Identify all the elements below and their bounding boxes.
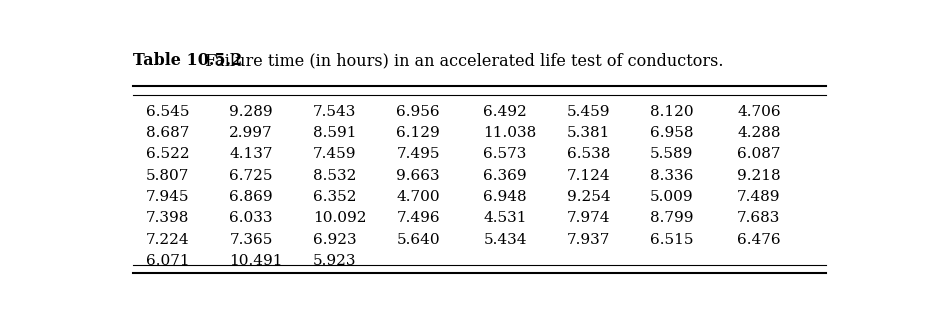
Text: 6.948: 6.948 (483, 190, 527, 204)
Text: 5.589: 5.589 (651, 147, 694, 161)
Text: 11.038: 11.038 (483, 126, 536, 140)
Text: 2.997: 2.997 (229, 126, 273, 140)
Text: 5.009: 5.009 (651, 190, 694, 204)
Text: 8.336: 8.336 (651, 169, 694, 182)
Text: 5.381: 5.381 (567, 126, 610, 140)
Text: 6.956: 6.956 (396, 105, 440, 118)
Text: 7.937: 7.937 (567, 232, 610, 247)
Text: 7.945: 7.945 (146, 190, 189, 204)
Text: 7.974: 7.974 (567, 211, 610, 225)
Text: Failure time (in hours) in an accelerated life test of conductors.: Failure time (in hours) in an accelerate… (196, 52, 724, 69)
Text: 6.573: 6.573 (483, 147, 527, 161)
Text: 8.120: 8.120 (651, 105, 694, 118)
Text: 5.640: 5.640 (396, 232, 440, 247)
Text: 4.700: 4.700 (396, 190, 440, 204)
Text: 9.663: 9.663 (396, 169, 440, 182)
Text: 5.434: 5.434 (483, 232, 527, 247)
Text: 7.398: 7.398 (146, 211, 189, 225)
Text: 7.543: 7.543 (313, 105, 357, 118)
Text: Table 10.5.2: Table 10.5.2 (133, 52, 242, 69)
Text: 7.683: 7.683 (738, 211, 781, 225)
Text: 6.522: 6.522 (146, 147, 190, 161)
Text: 8.591: 8.591 (313, 126, 357, 140)
Text: 6.725: 6.725 (229, 169, 273, 182)
Text: 4.531: 4.531 (483, 211, 527, 225)
Text: 6.869: 6.869 (229, 190, 273, 204)
Text: 9.254: 9.254 (567, 190, 610, 204)
Text: 7.224: 7.224 (146, 232, 190, 247)
Text: 6.129: 6.129 (396, 126, 440, 140)
Text: 6.369: 6.369 (483, 169, 527, 182)
Text: 5.459: 5.459 (567, 105, 610, 118)
Text: 6.352: 6.352 (313, 190, 357, 204)
Text: 10.491: 10.491 (229, 254, 283, 268)
Text: 9.218: 9.218 (738, 169, 781, 182)
Text: 5.923: 5.923 (313, 254, 357, 268)
Text: 7.489: 7.489 (738, 190, 781, 204)
Text: 7.365: 7.365 (229, 232, 272, 247)
Text: 9.289: 9.289 (229, 105, 273, 118)
Text: 8.687: 8.687 (146, 126, 189, 140)
Text: 6.958: 6.958 (651, 126, 694, 140)
Text: 8.799: 8.799 (651, 211, 694, 225)
Text: 8.532: 8.532 (313, 169, 357, 182)
Text: 6.033: 6.033 (229, 211, 273, 225)
Text: 6.538: 6.538 (567, 147, 610, 161)
Text: 6.515: 6.515 (651, 232, 694, 247)
Text: 10.092: 10.092 (313, 211, 366, 225)
Text: 7.495: 7.495 (396, 147, 440, 161)
Text: 6.476: 6.476 (738, 232, 781, 247)
Text: 4.288: 4.288 (738, 126, 781, 140)
Text: 5.807: 5.807 (146, 169, 189, 182)
Text: 6.923: 6.923 (313, 232, 357, 247)
Text: 4.706: 4.706 (738, 105, 781, 118)
Text: 7.459: 7.459 (313, 147, 357, 161)
Text: 6.087: 6.087 (738, 147, 781, 161)
Text: 4.137: 4.137 (229, 147, 273, 161)
Text: 7.124: 7.124 (567, 169, 610, 182)
Text: 6.545: 6.545 (146, 105, 189, 118)
Text: 6.071: 6.071 (146, 254, 190, 268)
Text: 6.492: 6.492 (483, 105, 527, 118)
Text: 7.496: 7.496 (396, 211, 440, 225)
